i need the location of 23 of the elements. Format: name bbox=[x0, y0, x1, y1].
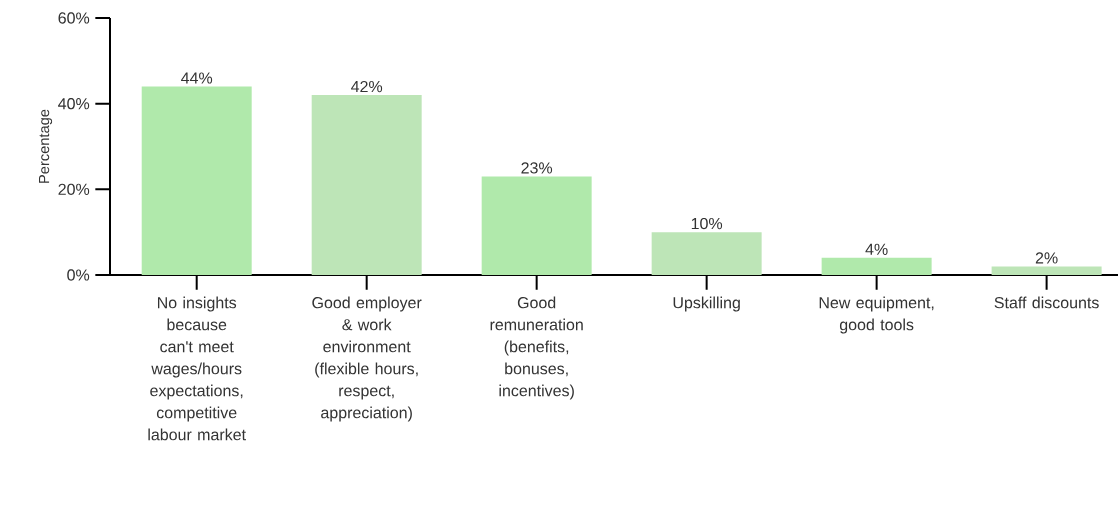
x-tick-label: New equipment, good tools bbox=[819, 296, 934, 334]
y-tick-label: 20% bbox=[58, 183, 90, 195]
bar bbox=[481, 176, 592, 275]
x-tick-label: No insights because can't meet wages/hours expectations, competitive labour market bbox=[148, 296, 246, 441]
y-tick-label: 0% bbox=[67, 269, 90, 281]
data-label: 4% bbox=[865, 243, 888, 255]
bar bbox=[651, 232, 762, 275]
y-tick-label: 40% bbox=[58, 98, 90, 110]
data-label: 10% bbox=[691, 217, 723, 230]
x-tick-label: Good remuneration (benefits, bonuses, incentives) bbox=[490, 296, 583, 400]
bar bbox=[141, 86, 252, 275]
x-tick-label: Staff discounts bbox=[994, 296, 1099, 309]
data-label: 44% bbox=[181, 72, 213, 84]
y-axis-title: Percentage bbox=[38, 109, 53, 183]
x-tick-label: Upskilling bbox=[673, 296, 740, 312]
data-label: 23% bbox=[521, 162, 553, 174]
data-label: 2% bbox=[1035, 252, 1058, 264]
bar bbox=[311, 95, 422, 275]
bar bbox=[991, 266, 1102, 275]
bar bbox=[821, 257, 932, 275]
y-tick-label: 60% bbox=[58, 12, 90, 24]
x-tick-label: Good employer & work environment (flexible hours, respect, appreciation) bbox=[312, 296, 422, 422]
data-label: 42% bbox=[351, 80, 383, 93]
